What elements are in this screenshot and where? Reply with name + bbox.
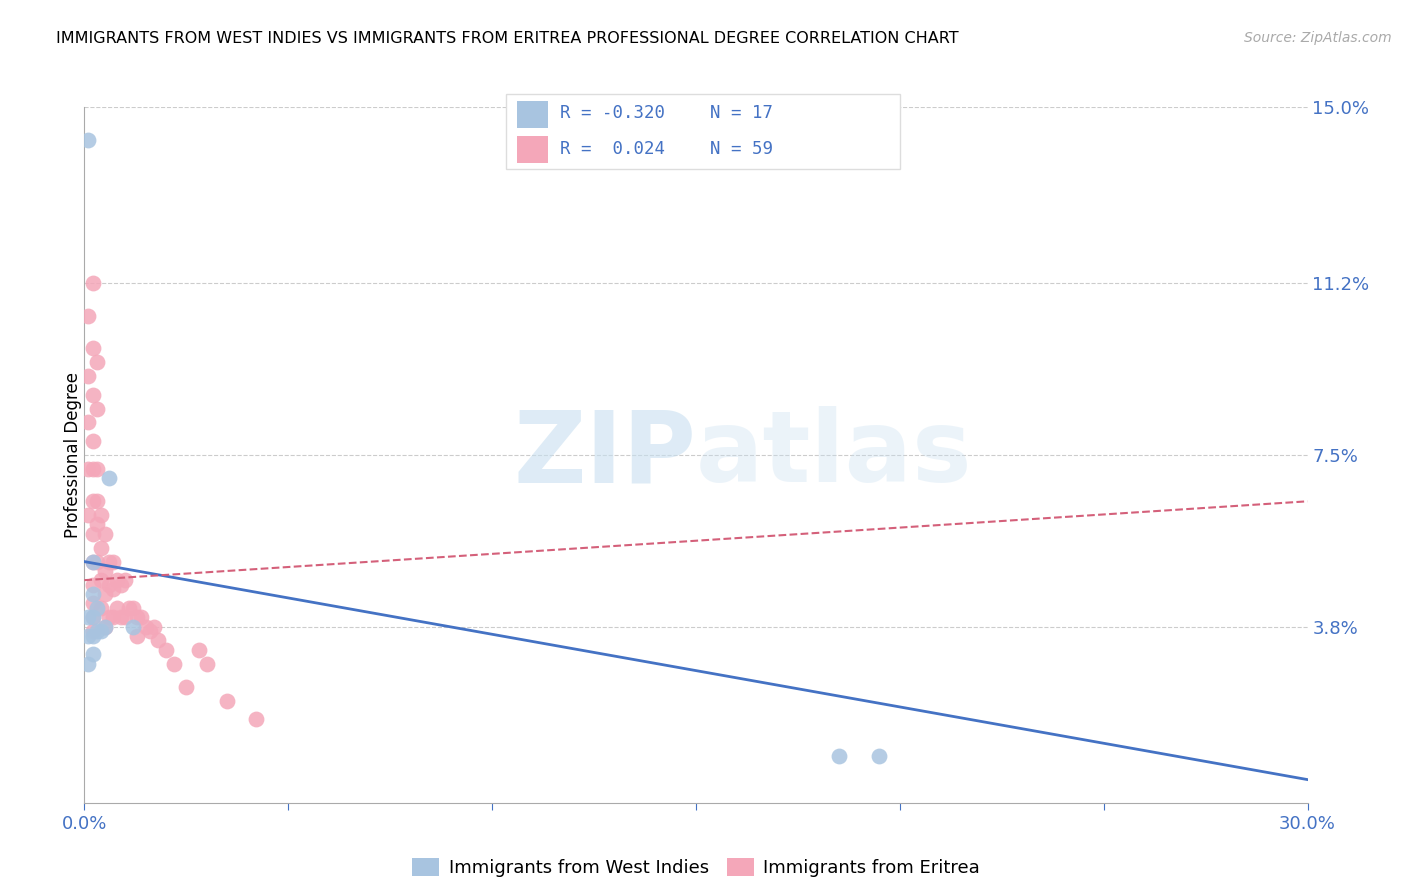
Point — [90, 624, 112, 639]
Text: R =  0.024: R = 0.024 — [560, 140, 665, 158]
Point — [101, 555, 124, 569]
Point — [131, 610, 153, 624]
Point — [135, 619, 157, 633]
Point — [90, 508, 112, 523]
Point — [82, 434, 104, 448]
Point — [86, 462, 108, 476]
Point — [82, 555, 104, 569]
Text: Source: ZipAtlas.com: Source: ZipAtlas.com — [1244, 31, 1392, 45]
Point — [146, 633, 169, 648]
Point — [77, 657, 100, 671]
Point — [82, 610, 104, 624]
Y-axis label: Professional Degree: Professional Degree — [65, 372, 82, 538]
Point — [86, 401, 108, 416]
Point — [77, 369, 100, 384]
Point — [82, 578, 104, 592]
Point — [114, 573, 136, 587]
Point — [93, 526, 115, 541]
Point — [82, 629, 104, 643]
Point — [82, 648, 104, 662]
Point — [97, 471, 120, 485]
Text: R = -0.320: R = -0.320 — [560, 104, 665, 122]
Point — [86, 517, 108, 532]
Point — [195, 657, 218, 671]
Point — [869, 749, 891, 764]
Point — [82, 387, 104, 401]
Point — [82, 462, 104, 476]
Point — [93, 619, 115, 633]
Point — [82, 624, 104, 639]
Point — [101, 582, 124, 597]
Point — [77, 629, 100, 643]
Point — [245, 712, 267, 726]
Point — [174, 680, 197, 694]
Point — [97, 555, 120, 569]
Point — [82, 596, 104, 610]
Point — [827, 749, 849, 764]
Legend: Immigrants from West Indies, Immigrants from Eritrea: Immigrants from West Indies, Immigrants … — [405, 850, 987, 884]
Point — [77, 462, 100, 476]
Point — [82, 277, 104, 291]
Point — [93, 587, 115, 601]
Point — [86, 624, 108, 639]
Point — [77, 416, 100, 430]
Point — [127, 610, 149, 624]
Point — [82, 555, 104, 569]
Point — [122, 619, 145, 633]
Text: N = 59: N = 59 — [710, 140, 773, 158]
Point — [97, 610, 120, 624]
Point — [110, 578, 132, 592]
Point — [77, 610, 100, 624]
Point — [90, 541, 112, 555]
Point — [163, 657, 186, 671]
Point — [90, 573, 112, 587]
Point — [93, 564, 115, 578]
Point — [217, 694, 239, 708]
Point — [114, 610, 136, 624]
Point — [86, 355, 108, 369]
Point — [82, 526, 104, 541]
Point — [155, 642, 177, 657]
Point — [86, 494, 108, 508]
Point — [110, 610, 132, 624]
Point — [187, 642, 209, 657]
Point — [138, 624, 160, 639]
Point — [82, 610, 104, 624]
Point — [90, 601, 112, 615]
Point — [118, 601, 141, 615]
Point — [86, 555, 108, 569]
Point — [122, 601, 145, 615]
Point — [86, 601, 108, 615]
Point — [101, 610, 124, 624]
Text: ZIP: ZIP — [513, 407, 696, 503]
Point — [97, 578, 120, 592]
Text: atlas: atlas — [696, 407, 973, 503]
Point — [105, 601, 128, 615]
Text: N = 17: N = 17 — [710, 104, 773, 122]
Point — [82, 587, 104, 601]
Point — [127, 629, 149, 643]
Point — [142, 619, 165, 633]
Point — [93, 619, 115, 633]
Point — [82, 341, 104, 355]
Point — [77, 132, 100, 146]
Point — [82, 494, 104, 508]
Point — [77, 508, 100, 523]
Point — [77, 309, 100, 323]
Text: IMMIGRANTS FROM WEST INDIES VS IMMIGRANTS FROM ERITREA PROFESSIONAL DEGREE CORRE: IMMIGRANTS FROM WEST INDIES VS IMMIGRANT… — [56, 31, 959, 46]
Point — [105, 573, 128, 587]
